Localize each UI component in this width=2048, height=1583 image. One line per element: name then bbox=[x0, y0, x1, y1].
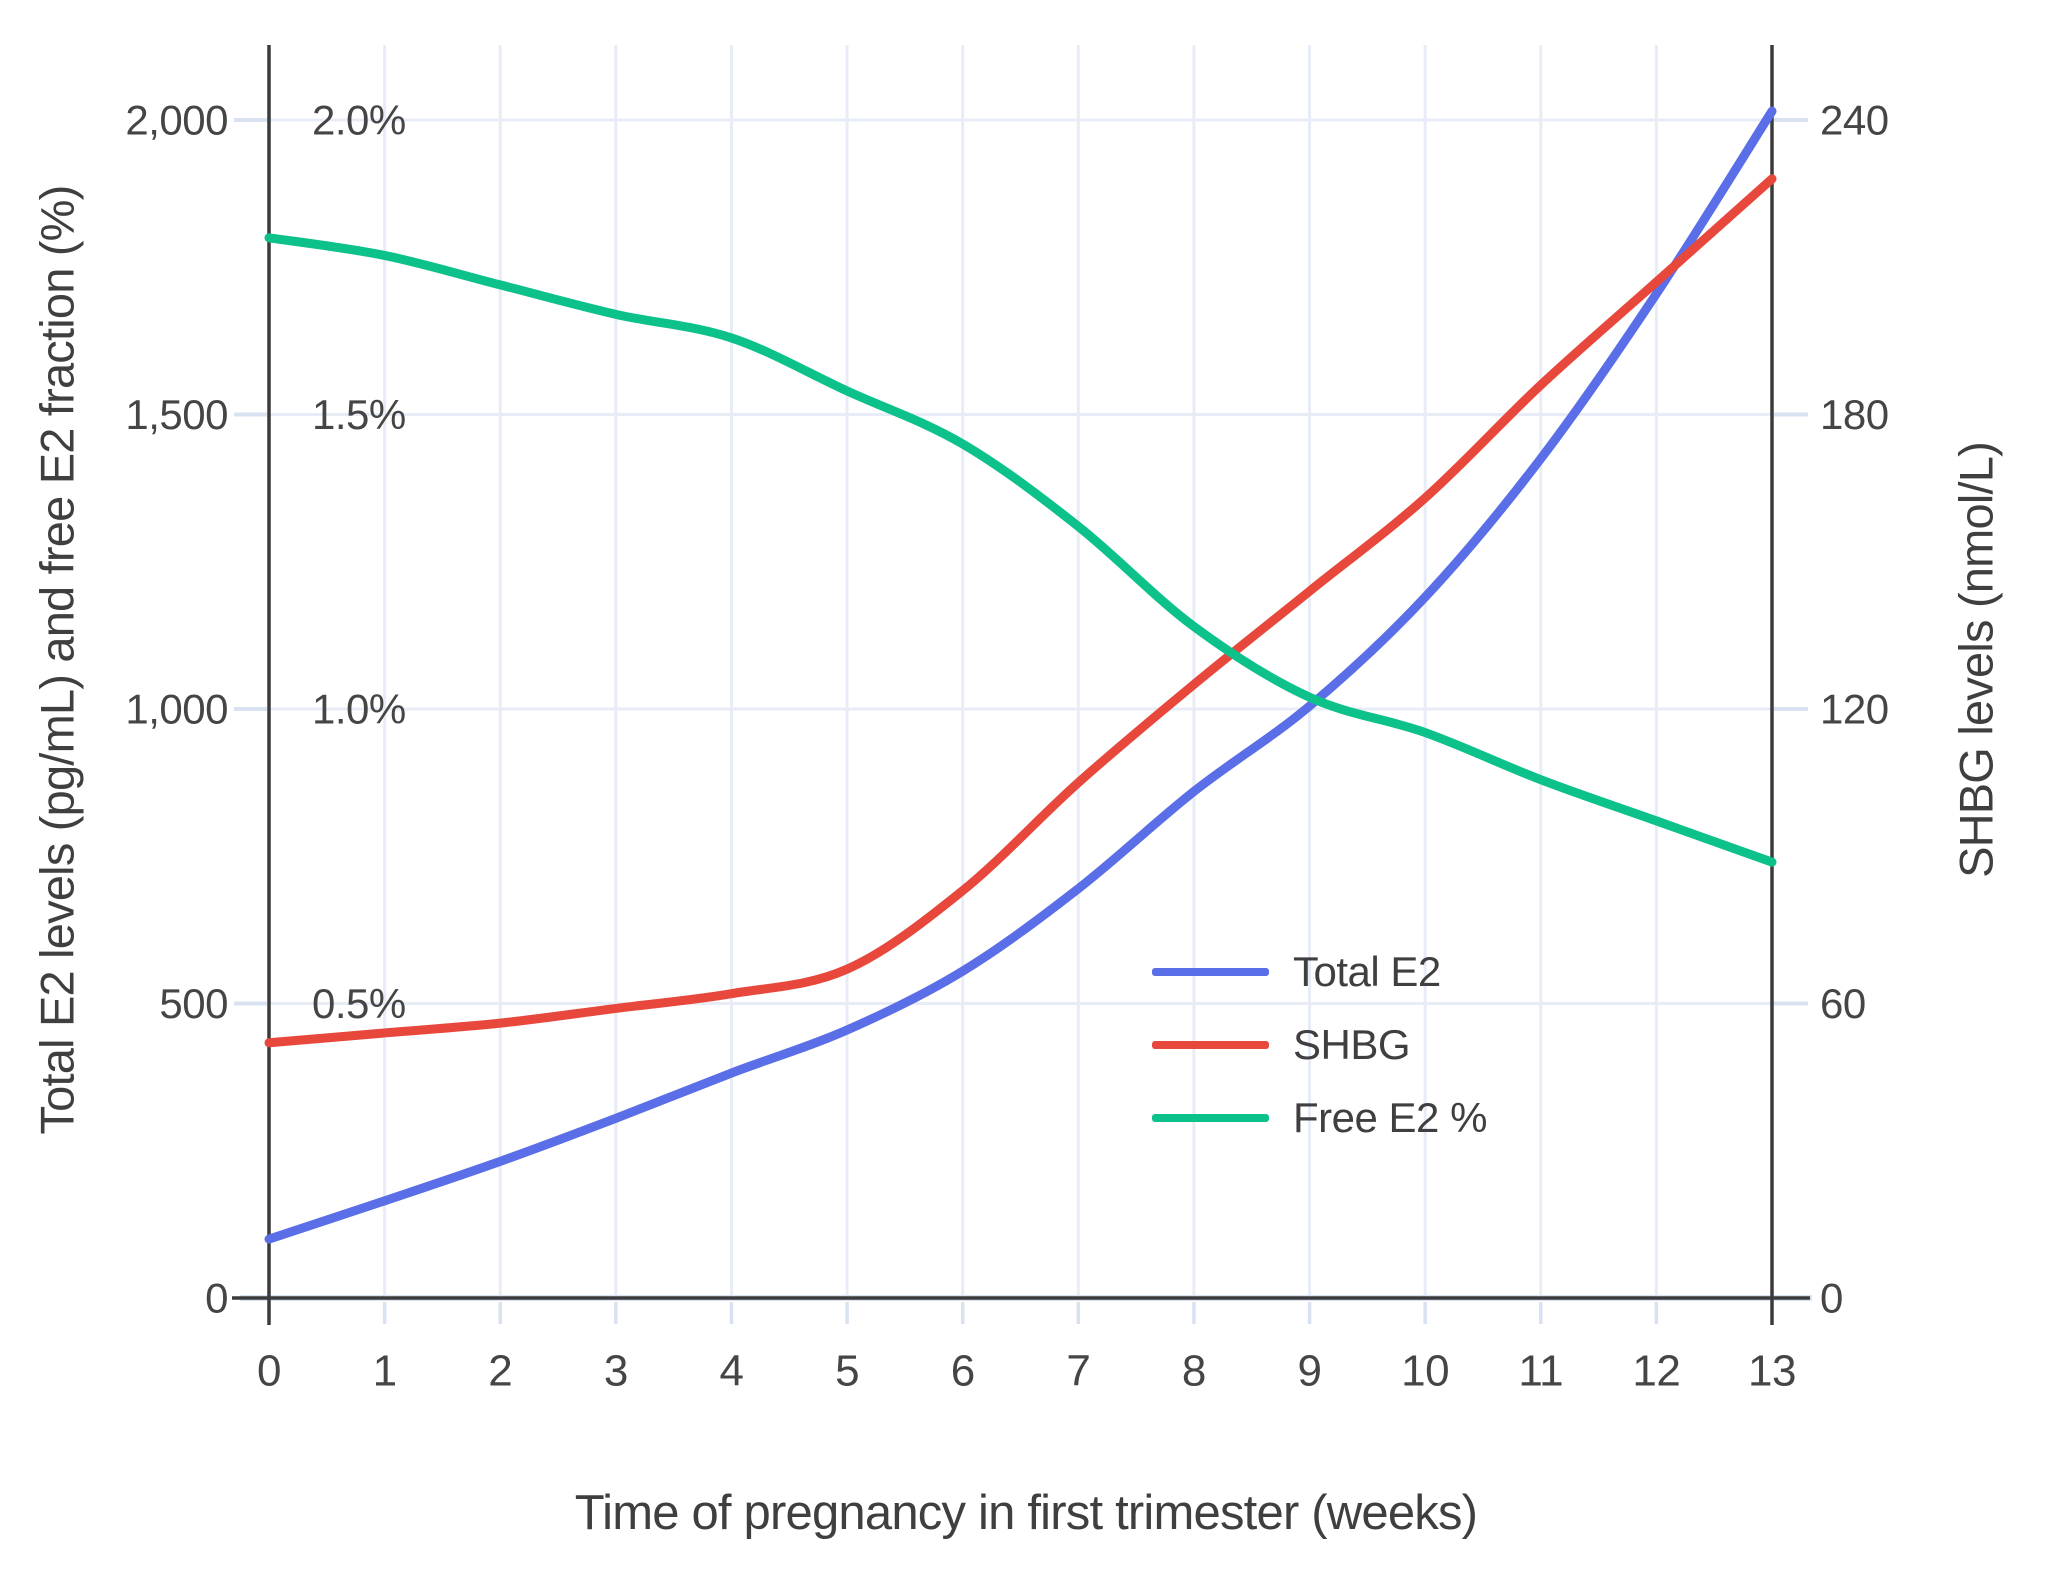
y-right-tick-label: 120 bbox=[1820, 686, 1889, 733]
gridlines bbox=[234, 45, 1812, 1324]
axis-tick-labels: 05001,0001,5002,0000.5%1.0%1.5%2.0%06012… bbox=[125, 97, 1889, 1396]
x-tick-label: 2 bbox=[488, 1347, 512, 1396]
legend: Total E2 SHBG Free E2 % bbox=[1152, 948, 1487, 1141]
series-line-total-e2 bbox=[264, 106, 1777, 1244]
free-e2-percent-tick-label: 1.5% bbox=[312, 391, 406, 438]
x-tick-label: 6 bbox=[951, 1347, 975, 1396]
y-left-tick-label: 1,500 bbox=[125, 391, 228, 438]
legend-label: Total E2 bbox=[1293, 948, 1441, 995]
free-e2-percent-tick-label: 2.0% bbox=[312, 97, 406, 144]
y-right-tick-label: 240 bbox=[1820, 97, 1889, 144]
x-tick-label: 12 bbox=[1632, 1347, 1680, 1396]
series-line-free-e2 bbox=[264, 233, 1777, 867]
y-left-tick-label: 0 bbox=[205, 1275, 228, 1322]
x-tick-label: 0 bbox=[257, 1347, 281, 1396]
y-left-tick-label: 500 bbox=[159, 980, 228, 1027]
y-right-tick-label: 180 bbox=[1820, 391, 1889, 438]
free-e2-line-swatch bbox=[1152, 1114, 1269, 1122]
y-left-tick-label: 2,000 bbox=[125, 97, 228, 144]
legend-item-shbg: SHBG bbox=[1152, 1021, 1487, 1068]
x-tick-label: 7 bbox=[1066, 1347, 1090, 1396]
x-tick-label: 5 bbox=[835, 1347, 859, 1396]
x-tick-label: 1 bbox=[373, 1347, 397, 1396]
axes bbox=[232, 45, 1810, 1325]
legend-label: Free E2 % bbox=[1293, 1094, 1487, 1141]
x-tick-label: 11 bbox=[1518, 1347, 1563, 1396]
y-left-tick-label: 1,000 bbox=[125, 686, 228, 733]
free-e2-percent-tick-label: 0.5% bbox=[312, 980, 406, 1027]
total-e2-line-swatch bbox=[1152, 968, 1269, 976]
y-right-tick-label: 0 bbox=[1820, 1275, 1843, 1322]
y-axis-title-right: SHBG levels (nmol/L) bbox=[1949, 442, 2003, 878]
legend-item-total-e2: Total E2 bbox=[1152, 948, 1487, 995]
legend-label: SHBG bbox=[1293, 1021, 1411, 1068]
shbg-line-swatch bbox=[1152, 1041, 1269, 1049]
x-tick-label: 4 bbox=[719, 1347, 743, 1396]
x-tick-label: 3 bbox=[604, 1347, 628, 1396]
legend-item-free-e2: Free E2 % bbox=[1152, 1094, 1487, 1141]
x-tick-label: 9 bbox=[1298, 1347, 1322, 1396]
y-axis-title-left: Total E2 levels (pg/mL) and free E2 frac… bbox=[30, 185, 84, 1135]
x-tick-label: 13 bbox=[1748, 1347, 1796, 1396]
y-right-tick-label: 60 bbox=[1820, 980, 1866, 1027]
x-tick-label: 8 bbox=[1182, 1347, 1206, 1396]
series-lines bbox=[264, 106, 1777, 1244]
x-tick-label: 10 bbox=[1401, 1347, 1449, 1396]
series-line-shbg bbox=[264, 174, 1777, 1048]
x-axis-title: Time of pregnancy in first trimester (we… bbox=[574, 1486, 1478, 1540]
free-e2-percent-tick-label: 1.0% bbox=[312, 686, 406, 733]
